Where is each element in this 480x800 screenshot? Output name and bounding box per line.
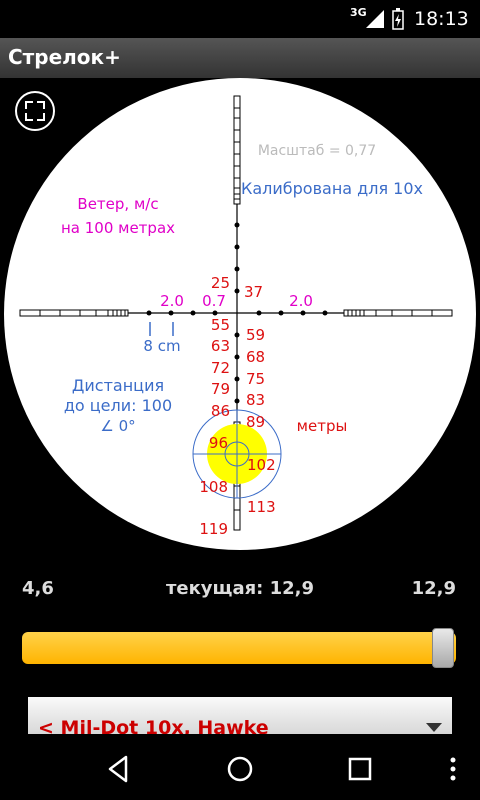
target: [192, 409, 282, 499]
home-icon[interactable]: [223, 752, 257, 786]
range-mark: 59: [246, 326, 265, 344]
fullscreen-icon[interactable]: [15, 91, 55, 131]
range-mark: 86: [211, 402, 230, 420]
wind-label: Ветер, м/с: [77, 195, 158, 213]
range-mark: 75: [246, 370, 265, 388]
zoom-current: текущая: 12,9: [165, 578, 315, 599]
scope-view[interactable]: Масштаб = 0,77 Калибрована для 10x Ветер…: [0, 78, 480, 558]
wind-right: 2.0: [289, 292, 313, 310]
range-mark: 119: [199, 520, 228, 538]
distance-value: до цели: 100: [64, 396, 172, 415]
scope-circle: [4, 78, 476, 550]
nav-bar: [0, 734, 480, 800]
reticle-left-post-ticks: [39, 310, 126, 316]
clock: 18:13: [414, 8, 469, 30]
app-title: Стрелок+: [8, 45, 121, 69]
wind-left-inner: 0.7: [202, 292, 226, 310]
zoom-max: 12,9: [411, 578, 456, 599]
chevron-down-icon: [426, 723, 442, 732]
wind-left-outer: 2.0: [160, 292, 184, 310]
range-mark: 79: [211, 380, 230, 398]
signal-icon: [366, 10, 384, 28]
wind-sublabel: на 100 метрах: [61, 219, 175, 237]
range-mark: 68: [246, 348, 265, 366]
zoom-slider[interactable]: [22, 628, 456, 668]
zoom-slider-thumb[interactable]: [432, 628, 454, 668]
range-mark: 37: [244, 283, 263, 301]
reticle-select[interactable]: < Mil-Dot 10x, Hawke: [28, 697, 452, 737]
angle-value: ∠ 0°: [100, 417, 135, 435]
recents-icon[interactable]: [343, 752, 377, 786]
range-mark: 83: [246, 391, 265, 409]
range-mark: 108: [199, 478, 228, 496]
range-mark: 72: [211, 359, 230, 377]
status-bar: 3G 18:13: [0, 0, 480, 38]
mil-dots: [146, 222, 328, 404]
calibration-text: Калибрована для 10x: [241, 179, 423, 198]
range-mark: 96: [209, 434, 228, 452]
range-marks-right: 37 59 68 75 83 89 102 113: [244, 283, 276, 516]
zoom-min: 4,6: [22, 578, 54, 599]
reticle-top-post-ticks: [234, 107, 240, 200]
units-label: метры: [297, 417, 348, 435]
range-mark: 25: [211, 274, 230, 292]
reticle-left-post: [19, 309, 129, 317]
distance-label: Дистанция: [72, 376, 164, 395]
range-mark: 55: [211, 316, 230, 334]
network-type: 3G: [350, 6, 367, 19]
range-mark: 113: [247, 498, 276, 516]
reticle-right-post-ticks: [347, 310, 433, 316]
battery-icon: [392, 8, 404, 30]
scale-bar: [149, 322, 174, 336]
range-mark: 102: [247, 456, 276, 474]
range-marks-left: 25 55 63 72 79 86 96 108 119: [199, 274, 230, 538]
scale-bar-label: 8 cm: [143, 337, 180, 355]
back-icon[interactable]: [102, 752, 136, 786]
overflow-menu-icon[interactable]: [436, 752, 470, 786]
action-bar: Стрелок+: [0, 38, 480, 78]
range-mark: 89: [246, 413, 265, 431]
scale-text: Масштаб = 0,77: [258, 143, 376, 159]
zoom-labels: 4,6 текущая: 12,9 12,9: [0, 578, 480, 604]
reticle-select-value: < Mil-Dot 10x, Hawke: [38, 717, 269, 737]
range-mark: 63: [211, 337, 230, 355]
